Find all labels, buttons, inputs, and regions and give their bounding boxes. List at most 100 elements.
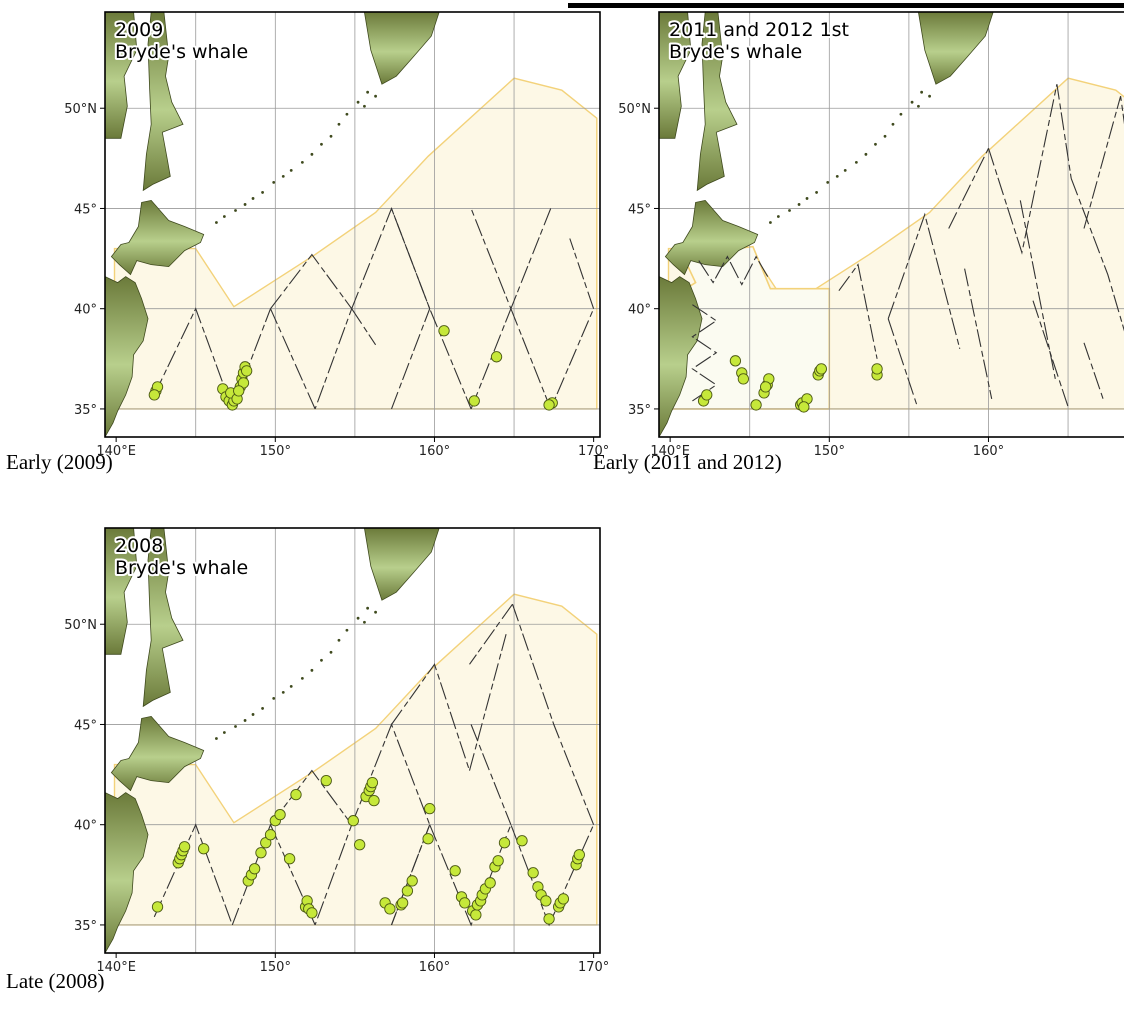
kuril-island — [337, 122, 341, 126]
whale-sighting — [759, 381, 772, 393]
kuril-island — [854, 160, 858, 164]
lon-tick-label: 140°E — [96, 960, 136, 975]
whale-sighting — [470, 909, 482, 921]
kuril-island — [356, 616, 360, 620]
lon-tick-label: 160° — [419, 960, 450, 975]
survey-trackline — [510, 208, 552, 309]
survey-trackline — [390, 208, 431, 410]
lon-tick-label: 140°E — [650, 444, 690, 459]
lat-tick-label: 35° — [74, 919, 97, 934]
top-rule — [568, 3, 1124, 8]
kuril-island — [310, 668, 314, 672]
map-title-halo: Bryde's whale — [115, 557, 248, 579]
kuril-island — [374, 94, 377, 98]
kuril-island — [917, 104, 920, 108]
whale-sighting — [729, 355, 742, 367]
panel-caption: Early (2011 and 2012) — [593, 450, 782, 474]
lat-tick-label: 45° — [74, 718, 97, 733]
whale-sighting — [449, 865, 461, 877]
kuril-island — [910, 100, 914, 104]
whale-sighting — [543, 399, 555, 411]
lat-tick-label: 40° — [74, 819, 97, 834]
map-title-year: 2009 — [115, 19, 163, 41]
survey-trackline — [948, 148, 989, 229]
kuril-island — [222, 215, 226, 218]
map-title-halo: 2011 and 2012 1st — [669, 19, 849, 41]
whale-sighting — [306, 907, 318, 919]
survey-trackline — [1019, 200, 1056, 380]
hokkaido-landmass — [664, 199, 759, 276]
kuril-island — [272, 697, 276, 700]
lat-tick-label: 40° — [628, 303, 651, 318]
kuril-island — [243, 719, 247, 722]
survey-trackline — [468, 634, 507, 771]
whale-sighting — [290, 788, 302, 801]
kuril-island — [826, 181, 830, 184]
kuril-island — [345, 628, 349, 632]
whale-sighting — [233, 385, 245, 397]
lat-tick-label: 45° — [628, 202, 651, 217]
map-panel-early-2009: 140°E 150° 160° 170° 50°N 45° 40° 35° 2009 2009 Br… — [50, 10, 615, 475]
hokkaido-landmass — [110, 199, 205, 276]
mainland-landmass — [659, 12, 692, 139]
kuril-island — [345, 112, 349, 116]
map-content — [659, 12, 1124, 437]
whale-sighting — [484, 877, 496, 889]
map-title-year: 2011 and 2012 1st — [669, 19, 849, 41]
survey-trackline — [469, 603, 513, 665]
kuril-island — [222, 731, 226, 734]
kamchatka-landmass — [363, 12, 440, 85]
survey-trackline — [351, 722, 431, 926]
lon-tick-label: 150° — [260, 444, 291, 459]
whale-sighting — [490, 351, 503, 363]
kuril-island — [769, 221, 772, 224]
whale-sighting — [255, 847, 267, 859]
kuril-island — [251, 713, 255, 716]
whale-sighting — [573, 849, 585, 861]
whale-sighting — [498, 837, 511, 849]
whale-sighting — [354, 839, 366, 851]
sakhalin-landmass — [142, 528, 184, 708]
map-svg: 140°E 150° 160° 170°50°N45°40°35°20082008Br… — [64, 527, 609, 975]
whale-sighting — [492, 855, 504, 867]
kuril-island — [281, 174, 285, 178]
kuril-island — [835, 174, 839, 178]
kuril-island — [215, 221, 218, 224]
survey-trackline — [569, 238, 595, 309]
kamchatka-landmass — [363, 528, 440, 601]
hokkaido-landmass — [110, 715, 205, 792]
lon-tick-label: 150° — [260, 960, 291, 975]
kuril-island — [874, 142, 877, 146]
panel-caption: Late (2008) — [6, 969, 105, 993]
survey-trackline — [470, 724, 512, 825]
whale-sighting — [750, 399, 762, 411]
lon-tick-label: 170° — [578, 960, 609, 975]
map-title-species: Bryde's whale — [115, 41, 248, 63]
survey-trackline — [269, 308, 316, 410]
kuril-island — [261, 707, 264, 710]
map-title-species: Bryde's whale — [669, 41, 802, 63]
kuril-island — [899, 112, 903, 116]
survey-trackline — [511, 604, 595, 825]
whale-sighting — [815, 363, 827, 375]
survey-trackline — [270, 253, 353, 410]
whale-sighting — [151, 901, 164, 913]
kuril-island — [272, 181, 276, 184]
kuril-island — [251, 197, 255, 200]
survey-trackline — [987, 84, 1072, 255]
lon-tick-label: 140°E — [96, 444, 136, 459]
lon-tick-label: 150° — [814, 444, 845, 459]
whale-sighting — [406, 875, 418, 887]
kuril-island — [788, 209, 791, 212]
lat-tick-label: 40° — [74, 303, 97, 318]
map-frame — [104, 11, 601, 438]
whale-sighting — [198, 843, 210, 855]
map-title-halo: 2009 — [115, 19, 163, 41]
whale-sighting — [384, 903, 396, 915]
survey-trackline — [1083, 96, 1124, 229]
kuril-island — [261, 191, 264, 194]
whale-sighting — [871, 363, 883, 375]
kuril-island — [300, 160, 304, 164]
whale-sighting — [527, 867, 539, 879]
survey-trackline — [351, 308, 377, 346]
